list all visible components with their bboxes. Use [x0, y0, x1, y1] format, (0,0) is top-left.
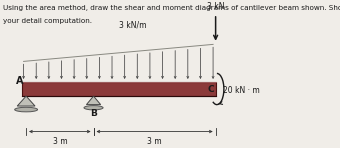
Bar	[22, 82, 216, 96]
Text: 20 kN · m: 20 kN · m	[223, 86, 260, 95]
Polygon shape	[17, 96, 35, 106]
Ellipse shape	[84, 106, 103, 110]
Text: C: C	[208, 85, 214, 94]
Text: 3 m: 3 m	[52, 136, 67, 145]
Ellipse shape	[15, 107, 38, 112]
Text: 3 m: 3 m	[147, 136, 162, 145]
Text: your detail computation.: your detail computation.	[3, 18, 92, 24]
Text: A: A	[16, 76, 23, 86]
Text: 3 kN/m: 3 kN/m	[119, 21, 147, 29]
Polygon shape	[86, 96, 101, 105]
Text: 3 kN: 3 kN	[207, 2, 224, 11]
Text: Using the area method, draw the shear and moment diagrams of cantilever beam sho: Using the area method, draw the shear an…	[3, 5, 340, 11]
Text: B: B	[90, 109, 97, 118]
